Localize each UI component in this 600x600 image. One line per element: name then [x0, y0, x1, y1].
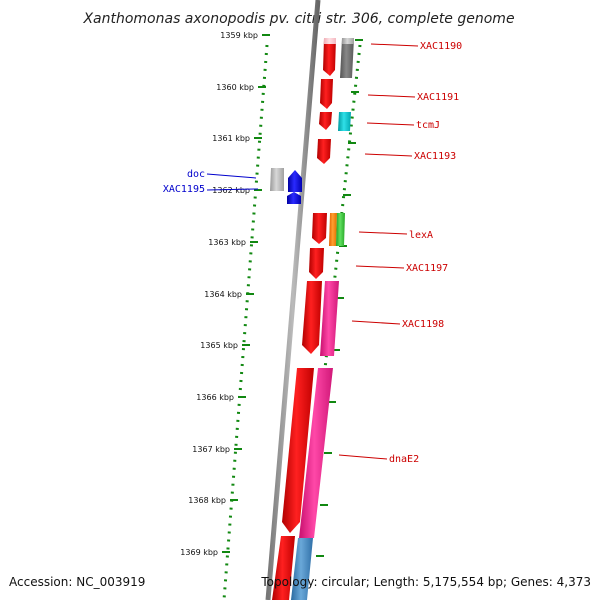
gene-features — [270, 38, 354, 600]
gene-label[interactable]: tcmJ — [416, 120, 440, 131]
gene-label[interactable]: XAC1195 — [163, 184, 205, 195]
gene-label[interactable]: XAC1197 — [406, 263, 448, 274]
gene-feature-pink-long[interactable] — [299, 368, 333, 538]
tick-label: 1361 kbp — [212, 134, 250, 143]
leader-line — [367, 94, 416, 98]
gene-label[interactable]: XAC1198 — [402, 319, 444, 330]
gene-feature-green[interactable] — [336, 213, 345, 246]
tick-label: 1368 kbp — [188, 496, 226, 505]
leader-line — [206, 173, 257, 179]
leader-line — [206, 188, 259, 191]
gene-labels: XAC1190 XAC1191 tcmJ XAC1193 doc XAC1195… — [163, 41, 462, 465]
tick-label: 1364 kbp — [204, 290, 242, 299]
gene-feature-orange[interactable] — [329, 213, 337, 246]
tick-label: 1367 kbp — [192, 445, 230, 454]
gene-feature-grey[interactable] — [340, 38, 354, 78]
gene-label[interactable]: XAC1191 — [417, 92, 459, 103]
gene-label[interactable]: XAC1193 — [414, 151, 456, 162]
accession-text: Accession: NC_003919 — [9, 575, 145, 589]
kbp-scale: 1359 kbp 1360 kbp 1361 kbp 1362 kbp 1363… — [180, 31, 363, 557]
gene-xac1197[interactable] — [309, 248, 324, 279]
topology-text: Topology: circular; Length: 5,175,554 bp… — [260, 575, 591, 589]
leader-line — [355, 265, 405, 269]
leader-line — [364, 153, 413, 157]
gene-lexa[interactable] — [312, 213, 327, 244]
gene-xac1191[interactable] — [320, 79, 333, 109]
gene-feature-cyan[interactable] — [338, 112, 351, 131]
gene-label[interactable]: dnaE2 — [389, 454, 419, 465]
tick-label: 1363 kbp — [208, 238, 246, 247]
gene-doc[interactable] — [270, 168, 284, 191]
tick-label: 1360 kbp — [216, 83, 254, 92]
gene-label[interactable]: XAC1190 — [420, 41, 462, 52]
leader-line — [366, 122, 415, 126]
gene-feature-pink[interactable] — [320, 281, 339, 356]
gene-feature-lightgrey — [342, 38, 354, 44]
map-title: Xanthomonas axonopodis pv. citri str. 30… — [82, 11, 514, 27]
tick-label: 1366 kbp — [196, 393, 234, 402]
tick-label: 1359 kbp — [220, 31, 258, 40]
gene-feature-lightpink — [324, 38, 336, 44]
gene-xac1198[interactable] — [302, 281, 322, 354]
gene-tcmj[interactable] — [319, 112, 332, 130]
gene-xac1193[interactable] — [317, 139, 331, 164]
leader-line — [338, 454, 388, 460]
gene-xac1190[interactable] — [323, 38, 336, 76]
inner-track — [222, 44, 269, 600]
gene-xac1195[interactable] — [287, 192, 301, 204]
leader-line — [370, 43, 419, 47]
gene-label[interactable]: doc — [187, 169, 205, 180]
gene-label[interactable]: lexA — [409, 230, 433, 241]
leader-line — [351, 320, 401, 325]
genome-backbone — [265, 0, 321, 600]
gene-feature-red-bottom[interactable] — [272, 536, 295, 600]
gene-dnae2[interactable] — [282, 368, 314, 533]
leader-line — [358, 231, 408, 235]
tick-label: 1362 kbp — [212, 186, 250, 195]
gene-xac1195-upper[interactable] — [288, 170, 302, 192]
tick-label: 1369 kbp — [180, 548, 218, 557]
gene-feature-steelblue[interactable] — [291, 538, 313, 600]
tick-label: 1365 kbp — [200, 341, 238, 350]
leader-lines — [206, 43, 419, 460]
